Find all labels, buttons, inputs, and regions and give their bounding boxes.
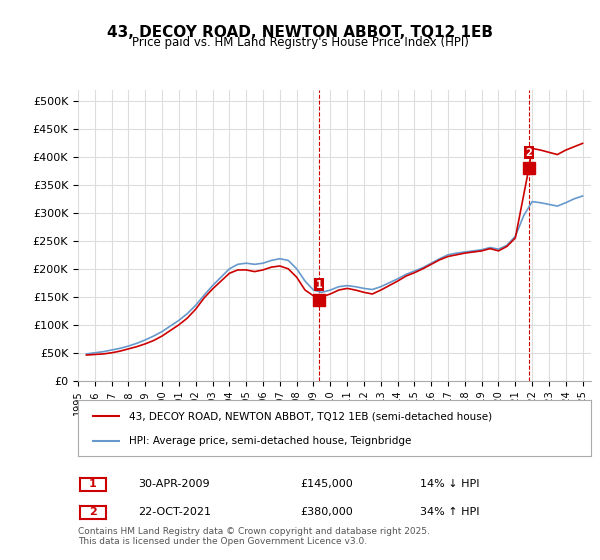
Text: 30-APR-2009: 30-APR-2009: [138, 479, 209, 489]
Text: 43, DECOY ROAD, NEWTON ABBOT, TQ12 1EB: 43, DECOY ROAD, NEWTON ABBOT, TQ12 1EB: [107, 25, 493, 40]
Text: Contains HM Land Registry data © Crown copyright and database right 2025.
This d: Contains HM Land Registry data © Crown c…: [78, 526, 430, 546]
Text: 2: 2: [89, 507, 97, 517]
Text: 34% ↑ HPI: 34% ↑ HPI: [420, 507, 479, 517]
Text: 43, DECOY ROAD, NEWTON ABBOT, TQ12 1EB (semi-detached house): 43, DECOY ROAD, NEWTON ABBOT, TQ12 1EB (…: [130, 411, 493, 421]
Text: Price paid vs. HM Land Registry's House Price Index (HPI): Price paid vs. HM Land Registry's House …: [131, 36, 469, 49]
Text: 1: 1: [316, 279, 322, 290]
Text: 1: 1: [89, 479, 97, 489]
Text: HPI: Average price, semi-detached house, Teignbridge: HPI: Average price, semi-detached house,…: [130, 436, 412, 446]
Text: £380,000: £380,000: [300, 507, 353, 517]
Text: 22-OCT-2021: 22-OCT-2021: [138, 507, 211, 517]
Text: 2: 2: [526, 148, 532, 158]
Text: 14% ↓ HPI: 14% ↓ HPI: [420, 479, 479, 489]
Text: £145,000: £145,000: [300, 479, 353, 489]
